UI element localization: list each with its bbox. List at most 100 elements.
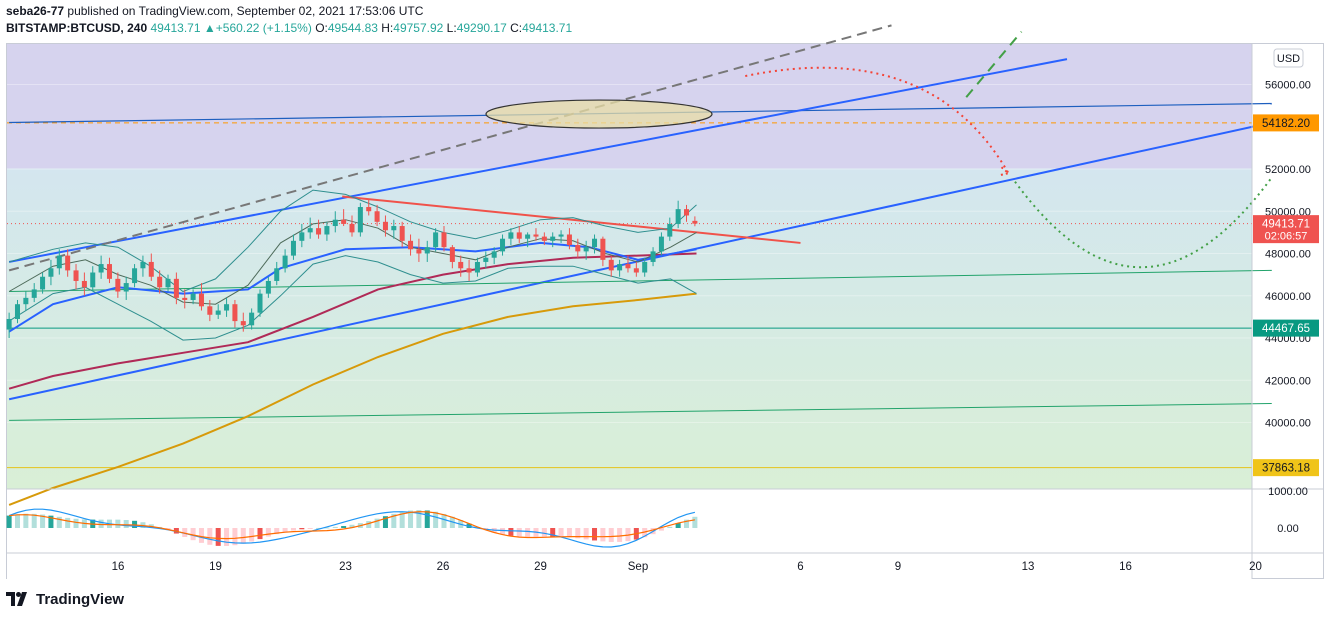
candle-body: [533, 234, 539, 237]
candle-body: [516, 232, 522, 239]
price-tick-label: 52000.00: [1265, 164, 1311, 176]
candle-body: [424, 247, 430, 254]
oscillator-tick-label: 0.00: [1277, 523, 1298, 535]
oscillator-bar: [65, 517, 71, 528]
time-tick-label: 23: [339, 561, 352, 573]
candle-body: [483, 257, 489, 262]
oscillator-bar: [684, 519, 690, 528]
candle-body: [592, 238, 598, 248]
candle-body: [366, 207, 372, 212]
candle-body: [165, 278, 171, 288]
oscillator-bar: [525, 528, 531, 537]
symbol-label[interactable]: BITSTAMP:BTCUSD, 240: [6, 21, 148, 35]
candle-body: [148, 261, 154, 277]
candle-body: [608, 259, 614, 271]
candle-body: [48, 268, 54, 277]
candle-body: [73, 270, 79, 281]
oscillator-bar: [31, 513, 37, 528]
candle-body: [6, 318, 12, 330]
oscillator-bar: [341, 526, 347, 528]
oscillator-bar: [541, 528, 547, 537]
candle-body: [98, 264, 104, 273]
oscillator-bar: [516, 528, 522, 537]
candle-body: [374, 211, 380, 222]
oscillator-bar: [675, 523, 681, 528]
oscillator-bar: [198, 528, 204, 543]
oscillator-bar: [692, 516, 698, 528]
oscillator-bar: [282, 528, 288, 533]
ma-200-line: [8, 292, 697, 506]
low-value: 49290.17: [456, 21, 507, 35]
open-label: O:: [315, 21, 328, 35]
candle-body: [642, 261, 648, 273]
oscillator-bar: [349, 524, 355, 528]
oscillator-bar: [391, 513, 397, 528]
candle-body: [207, 306, 213, 315]
projected-breakout-line: [965, 31, 1023, 98]
oscillator-bar: [207, 528, 213, 545]
oscillator-slow-line: [9, 511, 696, 540]
candle-body: [441, 232, 447, 248]
candle-body: [650, 251, 656, 262]
oscillator-bar: [249, 528, 255, 542]
oscillator-bar: [600, 528, 606, 542]
oscillator-bar: [667, 526, 673, 528]
price-tick-label: 40000.00: [1265, 418, 1311, 430]
oscillator-bar: [98, 519, 104, 528]
candle-body: [132, 268, 138, 284]
oscillator-bar: [240, 528, 246, 544]
tradingview-logo-icon[interactable]: [6, 592, 30, 606]
candle-body: [349, 223, 355, 233]
oscillator-bar: [424, 510, 430, 528]
price-tick-label: 46000.00: [1265, 291, 1311, 303]
oscillator-bar: [115, 519, 121, 528]
candle-body: [40, 276, 46, 290]
oscillator-bar: [274, 528, 280, 535]
candle-body: [525, 234, 531, 239]
price-change: +560.22 (+1.15%): [215, 21, 312, 35]
candle-body: [458, 261, 464, 269]
candle-body: [508, 232, 514, 239]
candle-body: [56, 255, 62, 269]
candle-body: [215, 310, 221, 315]
oscillator-bar: [307, 528, 313, 529]
candle-body: [341, 219, 347, 224]
candle-body: [558, 234, 564, 237]
publisher-name[interactable]: seba26-77: [6, 4, 65, 18]
candle-body: [274, 268, 280, 281]
oscillator-bar: [182, 528, 188, 537]
candle-body: [474, 261, 480, 273]
candle-body: [357, 207, 363, 233]
oscillator-bar: [265, 528, 271, 537]
candle-body: [332, 219, 338, 227]
candle-body: [416, 249, 422, 254]
candle-body: [290, 240, 296, 256]
candle-body: [307, 228, 313, 233]
oscillator-bar: [575, 528, 581, 539]
price-axis-tag: [1253, 114, 1319, 132]
candle-body: [500, 238, 506, 252]
price-tick-label: 48000.00: [1265, 249, 1311, 261]
candle-body: [224, 304, 230, 311]
candle-body: [316, 228, 322, 235]
candle-body: [232, 304, 238, 322]
oscillator-bar: [123, 520, 129, 528]
oscillator-bar: [500, 528, 506, 535]
candle-body: [583, 247, 589, 252]
oscillator-bar: [316, 527, 322, 529]
channel-upper-line: [8, 58, 1068, 263]
candle-body: [541, 236, 547, 241]
oscillator-bar: [257, 528, 263, 540]
oscillator-bar: [658, 528, 664, 531]
published-text: published on TradingView.com, September …: [67, 4, 424, 18]
oscillator-bar: [23, 513, 29, 528]
brand-name[interactable]: TradingView: [36, 590, 125, 608]
candle-body: [157, 276, 163, 288]
oscillator-bar: [566, 528, 572, 538]
candle-body: [140, 261, 146, 269]
candle-body: [566, 234, 572, 246]
currency-label: USD: [1277, 53, 1300, 65]
close-value: 49413.71: [522, 21, 573, 35]
oscillator-bar: [374, 518, 380, 528]
